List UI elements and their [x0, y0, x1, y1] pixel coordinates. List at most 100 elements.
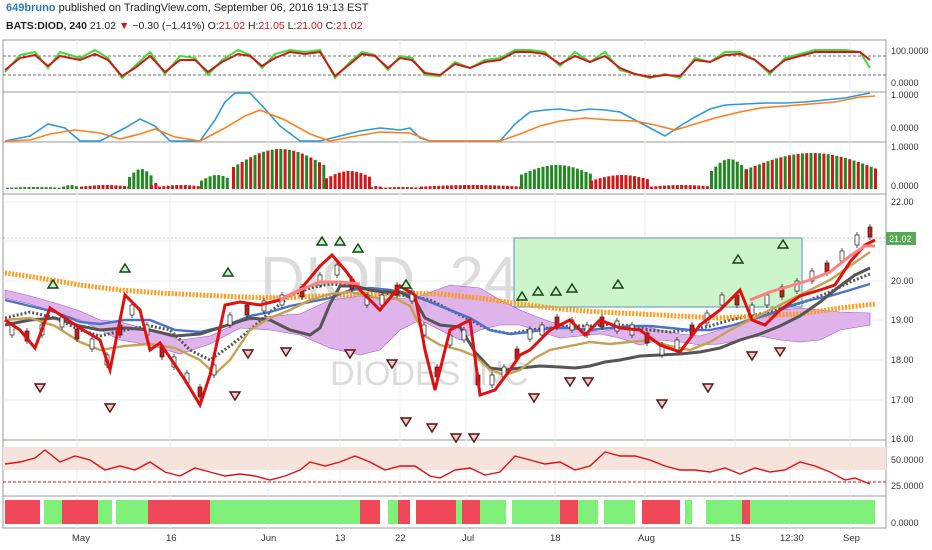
buy-triangle-icon[interactable] — [118, 262, 132, 273]
candle — [719, 294, 725, 306]
sell-triangle-icon[interactable] — [103, 403, 117, 414]
candle — [854, 234, 860, 246]
histogram-bar — [575, 168, 579, 189]
histogram-bar — [454, 185, 458, 189]
histogram-bar — [545, 165, 549, 189]
sell-triangle-icon[interactable] — [425, 423, 439, 434]
histogram-bar — [437, 185, 441, 189]
candle — [539, 324, 545, 336]
low-value: 21.00 — [296, 20, 323, 32]
candle — [89, 338, 95, 350]
trend-bar — [148, 500, 210, 524]
sell-triangle-icon[interactable] — [343, 349, 357, 360]
histogram-bar — [132, 172, 136, 189]
histogram-bar — [309, 157, 313, 189]
histogram-bar — [84, 186, 88, 189]
candle — [244, 304, 250, 316]
candlesticks — [9, 224, 873, 400]
sell-triangle-icon[interactable] — [563, 377, 577, 388]
buy-triangle-icon[interactable] — [46, 278, 60, 289]
histogram-bar — [368, 176, 371, 189]
sell-triangle-icon[interactable] — [467, 433, 481, 444]
histogram-bar — [590, 180, 593, 189]
histogram-bar — [350, 171, 354, 189]
histogram-bar — [92, 185, 96, 189]
buy-triangle-icon[interactable] — [731, 253, 745, 264]
published-text: published on TradingView.com, September … — [58, 2, 369, 14]
buy-triangle-icon[interactable] — [221, 266, 235, 277]
sell-triangle-icon[interactable] — [773, 347, 787, 358]
last-price-tag — [886, 232, 916, 245]
histogram-bar — [140, 169, 144, 189]
author-link[interactable]: 649bruno — [6, 2, 56, 14]
histogram-indicator — [6, 149, 877, 189]
sell-triangle-icon[interactable] — [701, 383, 715, 394]
trend-bars — [5, 500, 875, 524]
histogram-bar — [97, 185, 101, 189]
time-label-jul: Jul — [462, 533, 474, 544]
trend-bar — [416, 500, 456, 524]
histogram-bar — [541, 166, 545, 189]
histogram-bar — [745, 169, 748, 189]
buy-triangle-icon[interactable] — [399, 278, 413, 289]
buy-triangle-icon[interactable] — [776, 238, 790, 249]
histogram-bar — [49, 187, 52, 189]
histogram-bar — [253, 155, 257, 189]
trend-axis-0: 0.0000 — [891, 518, 919, 528]
sell-triangle-icon[interactable] — [33, 383, 47, 394]
histogram-bar — [550, 165, 554, 189]
time-label-16: 16 — [166, 533, 177, 544]
histogram-bar — [510, 186, 514, 189]
buy-triangle-icon[interactable] — [315, 235, 329, 246]
symbol-label[interactable]: BATS:DIOD, 240 — [6, 20, 87, 32]
sell-triangle-icon[interactable] — [527, 393, 541, 404]
sell-triangle-icon[interactable] — [655, 399, 669, 410]
candle — [674, 339, 680, 351]
histogram-bar — [70, 185, 74, 189]
histogram-bar — [458, 185, 462, 189]
histogram-bar — [200, 180, 203, 189]
histogram-bar — [88, 185, 92, 189]
sell-triangle-icon[interactable] — [399, 417, 413, 428]
histogram-bar — [607, 176, 611, 189]
sell-triangle-icon[interactable] — [581, 377, 595, 388]
oscillator-indicator — [4, 92, 876, 142]
histogram-bar — [705, 186, 709, 189]
trend-bar — [360, 500, 380, 524]
trend-bar — [98, 500, 112, 524]
buy-triangle-icon[interactable] — [611, 278, 625, 289]
histogram-bar — [337, 172, 341, 189]
buy-triangle-icon[interactable] — [515, 290, 529, 301]
histogram-bar — [18, 187, 22, 189]
low-label: L: — [287, 20, 297, 32]
buy-triangle-icon[interactable] — [531, 285, 545, 296]
buy-triangle-icon[interactable] — [549, 285, 563, 296]
histogram-bar — [580, 170, 584, 189]
sell-triangle-icon[interactable] — [279, 347, 293, 358]
trend-bar — [116, 500, 148, 524]
histogram-bar — [826, 154, 830, 189]
time-label-may: May — [72, 533, 90, 544]
sell-triangle-icon[interactable] — [745, 351, 759, 362]
candle — [317, 274, 323, 286]
sell-triangle-icon[interactable] — [241, 349, 255, 360]
histogram-bar — [735, 161, 739, 189]
histogram-bar — [380, 187, 383, 189]
high-label: H: — [247, 20, 259, 32]
buy-triangle-icon[interactable] — [351, 242, 365, 253]
histogram-bar — [615, 175, 619, 189]
histogram-bar — [722, 160, 726, 189]
histogram-bar — [62, 186, 65, 189]
histogram-bar — [497, 185, 501, 189]
trend-bar — [706, 500, 742, 524]
sell-triangle-icon[interactable] — [385, 359, 399, 370]
high-value: 21.05 — [258, 20, 285, 32]
histogram-bar — [633, 176, 636, 189]
candle — [764, 294, 770, 306]
buy-triangle-icon[interactable] — [565, 282, 579, 293]
buy-triangle-icon[interactable] — [333, 235, 347, 246]
stoch-axis-0: 0.0000 — [891, 78, 919, 88]
sell-triangle-icon[interactable] — [449, 433, 463, 444]
sell-triangle-icon[interactable] — [228, 391, 242, 402]
